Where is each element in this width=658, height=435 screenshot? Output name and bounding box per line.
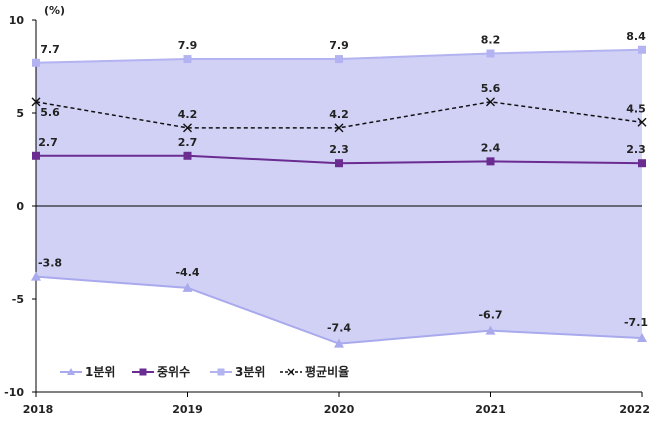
legend-marker-triangle [67,368,75,375]
data-label-q1: -4.4 [175,266,199,279]
data-label-q1: -7.1 [624,316,648,329]
point-average [31,97,41,107]
band-layer [36,49,642,344]
data-label-average: 4.5 [626,102,646,115]
data-label-q3: 8.2 [481,33,501,46]
data-label-average: 4.2 [329,108,349,121]
shaded-band [36,49,642,344]
point-median [32,151,40,160]
y-tick-label: 5 [16,107,24,120]
data-label-q1: -7.4 [327,322,351,335]
series-q1 [31,271,647,348]
series-layer [31,45,647,348]
legend-label-median: 중위수 [157,365,190,379]
point-median [335,159,343,168]
data-label-q3: 7.7 [40,43,60,56]
data-label-q3: 7.9 [329,39,349,52]
series-q3 [32,45,646,67]
x-tick-label: 2022 [619,403,650,416]
data-label-median: 2.4 [481,141,501,154]
y-tick-label: 0 [16,200,24,213]
label-layer: -3.8 -4.4 -7.4 -6.7 -7.1 2.7 2.7 2.3 2.4 2.3 7.7 7.… [38,30,648,335]
point-median [486,157,495,166]
series-median [32,151,646,168]
data-label-average: 4.2 [178,108,198,121]
data-label-median: 2.7 [38,136,58,149]
point-average [637,117,647,127]
point-q1 [31,271,41,281]
x-tick-label: 2019 [172,403,203,416]
data-label-q1: -6.7 [478,309,502,322]
x-tick-label: 2020 [324,403,355,416]
point-q3 [335,55,343,64]
point-q3 [638,45,646,54]
y-tick-label: 10 [9,14,25,27]
point-median [638,159,646,168]
legend-item-q1: 1분위 [60,365,115,379]
point-q3 [183,55,192,64]
point-average [183,123,192,133]
point-q3 [486,49,495,58]
point-q1 [334,338,344,348]
legend-item-q3: 3분위 [210,365,265,379]
legend-item-median: 중위수 [132,365,190,379]
legend-label-average: 평균비율 [305,364,349,379]
legend-item-average: 평균비율 [280,364,349,379]
point-median [183,151,192,160]
unit-label: (%) [44,4,65,17]
series-average [31,97,647,133]
legend-marker-square [139,368,147,376]
point-q1 [637,333,647,343]
legend: 1분위 중위수 3분위 평균비율 [52,360,372,384]
data-label-median: 2.7 [178,136,198,149]
y-tick-label: -5 [12,293,24,306]
data-label-q1: -3.8 [38,257,62,270]
point-average [486,97,495,107]
point-q1 [182,282,193,292]
legend-marker-x [287,368,295,376]
y-tick-label: -10 [4,386,24,399]
legend-label-q3: 3분위 [235,365,265,379]
point-q3 [32,58,40,67]
x-tick-label: 2018 [23,403,54,416]
data-label-average: 5.6 [40,106,60,119]
data-label-q3: 7.9 [178,39,198,52]
data-label-q3: 8.4 [626,30,646,43]
data-label-median: 2.3 [329,143,349,156]
tick-layer: 10 5 0 -5 -10 2018 2019 2020 2021 2022 [4,14,650,416]
data-label-average: 5.6 [481,82,501,95]
point-q1 [485,325,496,335]
x-tick-label: 2021 [475,403,506,416]
legend-marker-square [217,368,225,376]
data-label-median: 2.3 [626,143,646,156]
legend-label-q1: 1분위 [85,365,115,379]
point-average [334,123,344,133]
